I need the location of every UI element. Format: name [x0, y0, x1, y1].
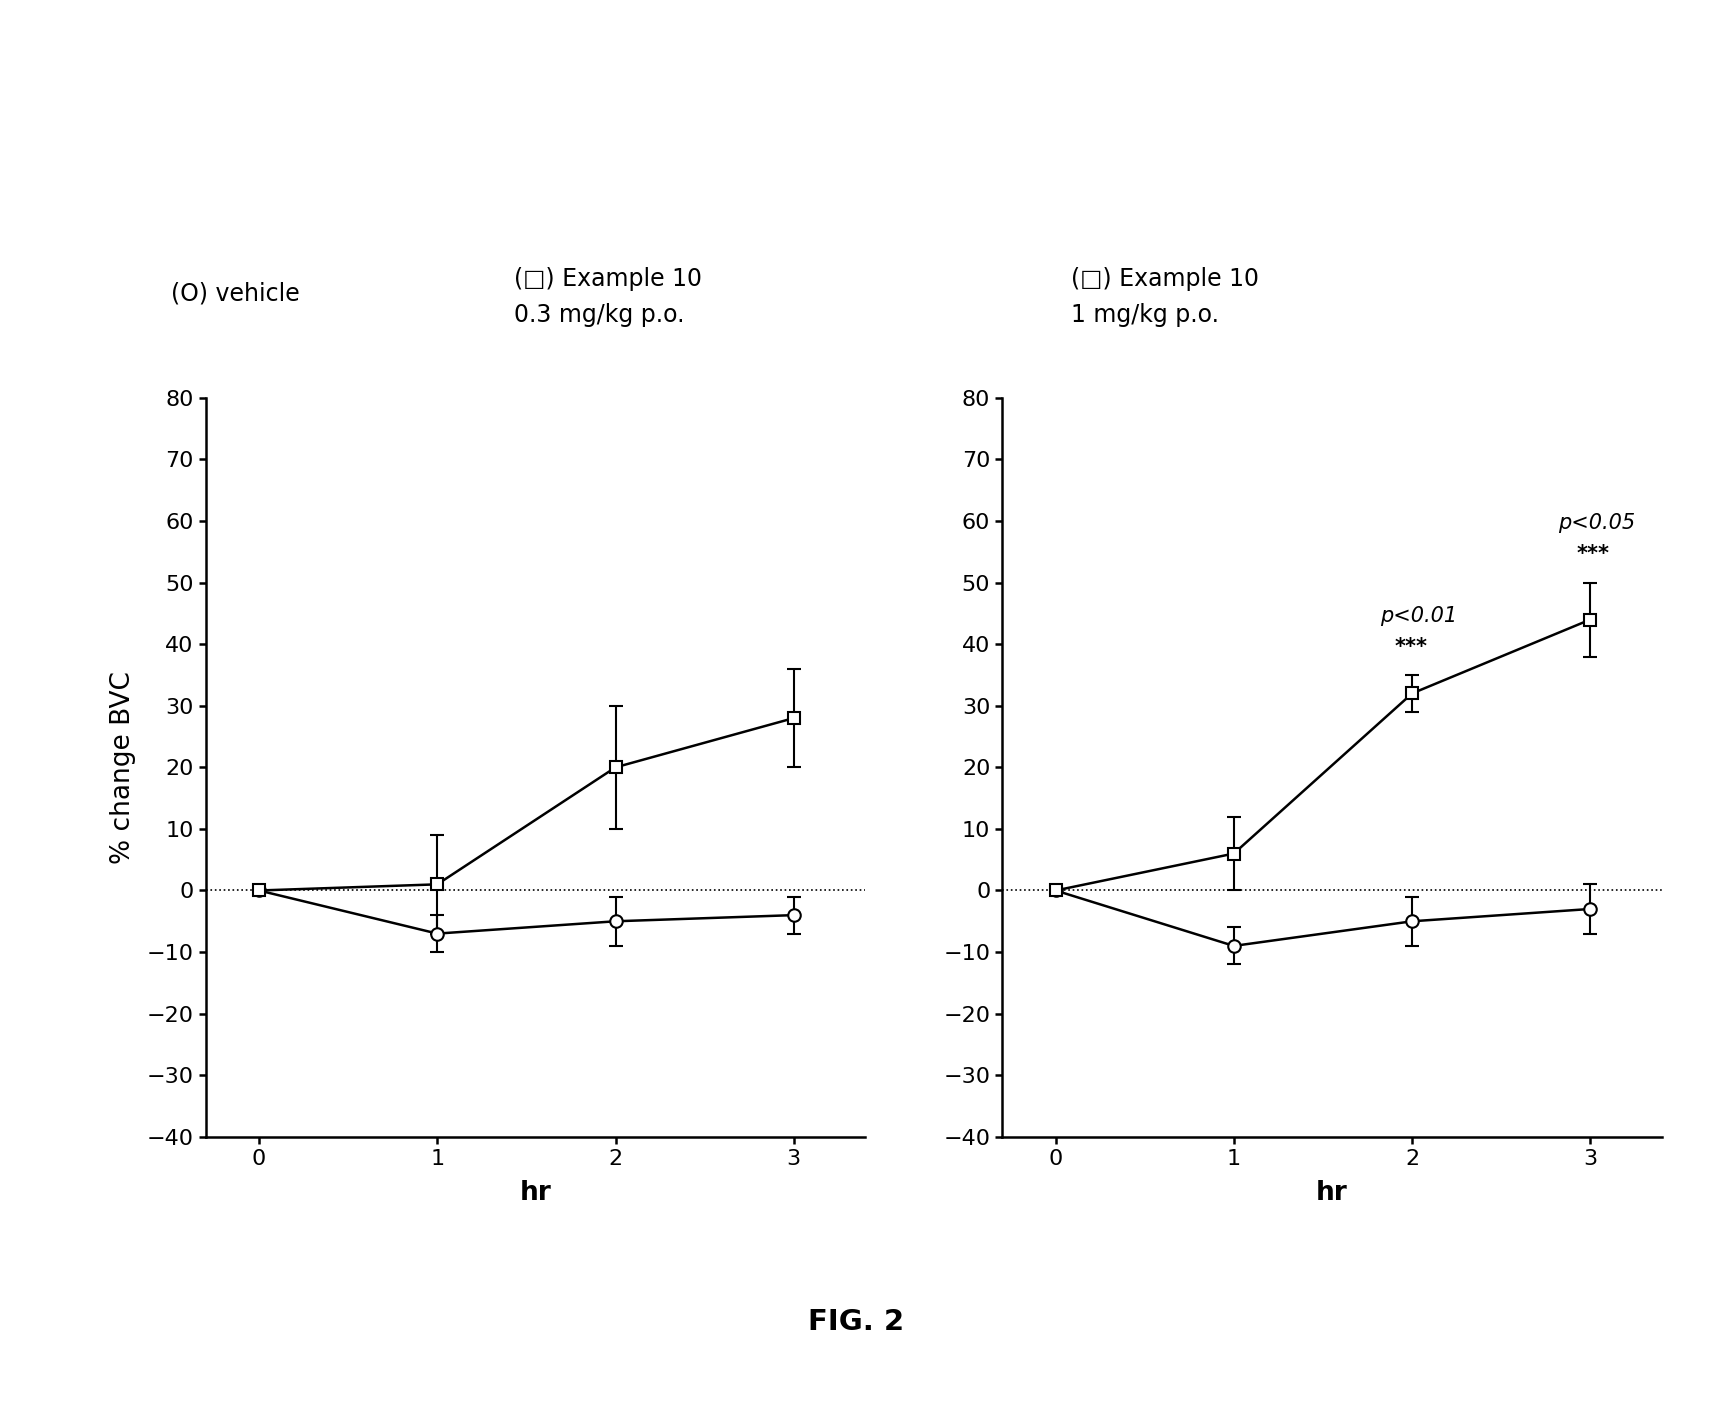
X-axis label: hr: hr [1316, 1179, 1348, 1205]
Text: (□) Example 10: (□) Example 10 [514, 267, 702, 291]
Text: p<0.05: p<0.05 [1559, 513, 1636, 533]
Y-axis label: % change BVC: % change BVC [110, 671, 135, 864]
Text: ***: *** [1576, 544, 1609, 564]
Text: 1 mg/kg p.o.: 1 mg/kg p.o. [1071, 303, 1218, 327]
Text: p<0.01: p<0.01 [1381, 605, 1458, 625]
Text: FIG. 2: FIG. 2 [809, 1307, 904, 1336]
Text: (O) vehicle: (O) vehicle [171, 281, 300, 306]
Text: ***: *** [1394, 637, 1427, 657]
Text: 0.3 mg/kg p.o.: 0.3 mg/kg p.o. [514, 303, 685, 327]
X-axis label: hr: hr [519, 1179, 552, 1205]
Text: (□) Example 10: (□) Example 10 [1071, 267, 1259, 291]
